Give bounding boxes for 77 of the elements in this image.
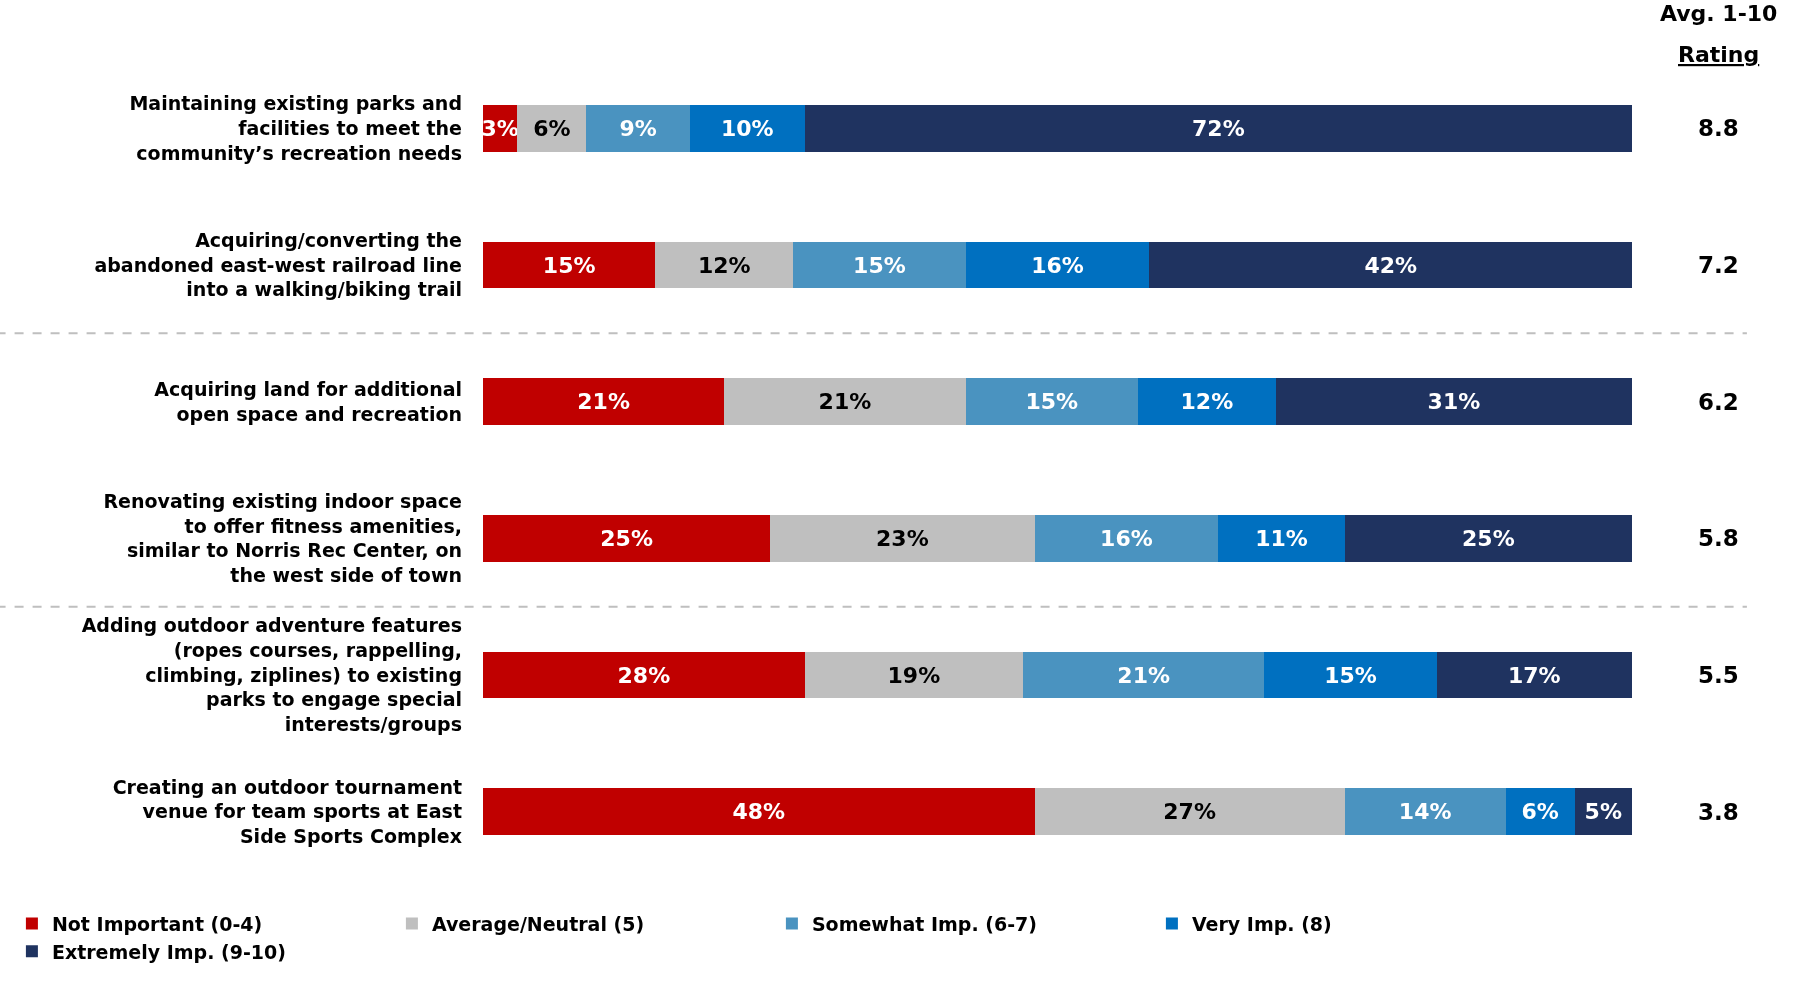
bar xyxy=(517,105,587,152)
y-tick-label: Acquiring/converting the abandoned east-west railroad line into a walking/biking trail xyxy=(94,228,462,301)
y-tick-label: Acquiring land for additional open space and recreation xyxy=(154,377,462,425)
data-label: 42% xyxy=(1364,252,1418,278)
y-tick-label: Renovating existing indoor space to offer fitness amenities, similar to Norris Rec Center, on the west side of town xyxy=(103,489,462,587)
data-label: 11% xyxy=(1255,525,1308,551)
data-label: 25% xyxy=(600,525,653,551)
data-label: 10% xyxy=(720,115,774,141)
data-label: 21% xyxy=(818,389,872,415)
bar xyxy=(586,105,690,152)
bar xyxy=(793,241,966,289)
bar xyxy=(1034,515,1219,562)
bar xyxy=(770,515,1035,562)
bar xyxy=(1344,788,1506,835)
bar xyxy=(1264,651,1437,699)
bar xyxy=(655,241,794,289)
data-label: 14% xyxy=(1398,799,1452,825)
bar xyxy=(1137,378,1276,425)
data-label: 19% xyxy=(887,662,941,688)
data-label: 16% xyxy=(1031,252,1084,278)
y-tick-label: Maintaining existing parks and facilities to meet the community’s recreation needs xyxy=(129,92,462,164)
text: Rating xyxy=(1678,42,1760,67)
data-label: 25% xyxy=(1462,525,1515,551)
legend-label: Extremely Imp. (9-10) xyxy=(51,940,286,963)
data-label: 21% xyxy=(577,389,630,415)
bar xyxy=(804,651,1024,699)
bar xyxy=(1034,788,1345,835)
bar xyxy=(1436,651,1632,699)
bar xyxy=(724,378,966,425)
data-label: 16% xyxy=(1100,525,1153,551)
text: 6.2 xyxy=(1698,389,1739,415)
data-label: 72% xyxy=(1192,115,1245,141)
legend-label: Somewhat Imp. (6-7) xyxy=(811,912,1037,935)
bar xyxy=(1275,378,1632,425)
data-label: 15% xyxy=(1324,662,1377,688)
text: 5.8 xyxy=(1698,525,1739,551)
data-label: 15% xyxy=(853,252,906,278)
bar xyxy=(1218,515,1345,562)
data-label: 28% xyxy=(617,662,671,688)
bar xyxy=(1023,651,1265,699)
data-label: 17% xyxy=(1508,662,1561,688)
data-label: 9% xyxy=(619,115,657,141)
data-label: 15% xyxy=(542,252,596,278)
text: 7.2 xyxy=(1698,252,1739,278)
data-label: 12% xyxy=(697,252,751,278)
data-label: 23% xyxy=(876,525,929,551)
bar xyxy=(483,515,771,562)
data-label: 5% xyxy=(1584,799,1622,825)
data-label: 31% xyxy=(1427,389,1481,415)
bar xyxy=(483,378,725,425)
data-label: 3% xyxy=(481,115,519,141)
text: 3.8 xyxy=(1698,799,1739,825)
text: 5.5 xyxy=(1698,662,1739,688)
y-tick-label: Adding outdoor adventure features (ropes courses, rappelling, climbing, ziplines) to existing parks to engage special interests/groups xyxy=(81,614,462,736)
bar xyxy=(804,105,1632,152)
bar xyxy=(965,378,1138,425)
data-label: 48% xyxy=(732,799,786,825)
bar xyxy=(483,788,1035,835)
y-tick-label: Creating an outdoor tournament venue for team sports at East Side Sports Complex xyxy=(112,775,462,848)
data-label: 6% xyxy=(533,115,571,141)
bar xyxy=(965,241,1150,289)
text: Avg. 1-10 xyxy=(1660,1,1778,26)
text: 8.8 xyxy=(1698,115,1739,141)
data-label: 15% xyxy=(1025,389,1079,415)
data-label: 21% xyxy=(1117,662,1171,688)
bar xyxy=(1505,788,1575,835)
legend-label: Not Important (0-4) xyxy=(51,912,263,935)
bar xyxy=(689,105,805,152)
data-label: 27% xyxy=(1163,799,1216,825)
bar xyxy=(1149,241,1632,289)
bar xyxy=(483,241,656,289)
data-label: 6% xyxy=(1521,799,1559,825)
legend-label: Very Imp. (8) xyxy=(1191,912,1332,935)
data-label: 12% xyxy=(1180,389,1234,415)
legend-label: Average/Neutral (5) xyxy=(431,912,645,935)
bar xyxy=(1344,515,1632,562)
bar xyxy=(483,651,805,699)
